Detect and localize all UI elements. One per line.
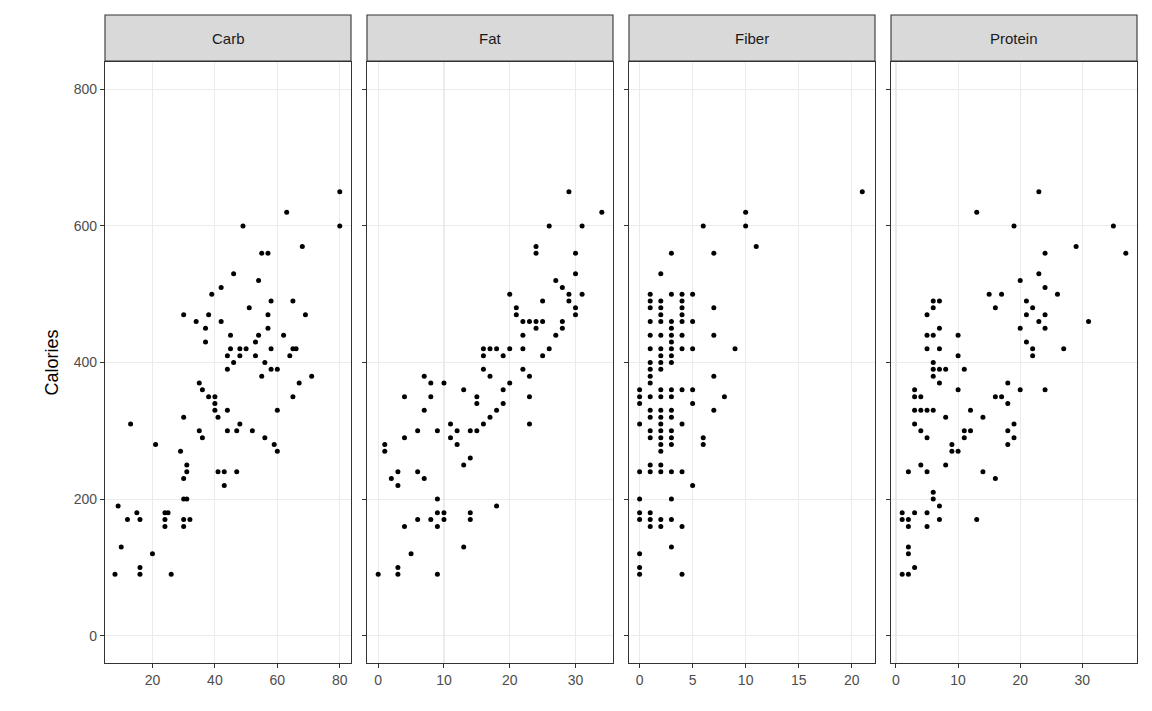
- svg-text:Fiber: Fiber: [735, 30, 769, 47]
- svg-text:0: 0: [892, 672, 900, 688]
- svg-text:10: 10: [738, 672, 754, 688]
- svg-text:5: 5: [689, 672, 697, 688]
- svg-text:20: 20: [1012, 672, 1028, 688]
- svg-text:0: 0: [89, 628, 97, 644]
- svg-text:600: 600: [74, 218, 98, 234]
- svg-text:800: 800: [74, 81, 98, 97]
- svg-text:Carb: Carb: [212, 30, 245, 47]
- svg-text:15: 15: [791, 672, 807, 688]
- svg-text:Fat: Fat: [479, 30, 502, 47]
- svg-text:80: 80: [332, 672, 348, 688]
- svg-text:200: 200: [74, 491, 98, 507]
- svg-text:30: 30: [568, 672, 584, 688]
- svg-text:20: 20: [502, 672, 518, 688]
- svg-text:0: 0: [374, 672, 382, 688]
- svg-text:0: 0: [636, 672, 644, 688]
- svg-text:10: 10: [436, 672, 452, 688]
- svg-text:30: 30: [1075, 672, 1091, 688]
- svg-text:40: 40: [207, 672, 223, 688]
- svg-text:Calories: Calories: [42, 329, 62, 395]
- svg-text:Protein: Protein: [990, 30, 1038, 47]
- svg-text:20: 20: [145, 672, 161, 688]
- svg-text:400: 400: [74, 354, 98, 370]
- svg-text:10: 10: [950, 672, 966, 688]
- svg-text:20: 20: [844, 672, 860, 688]
- svg-text:60: 60: [270, 672, 286, 688]
